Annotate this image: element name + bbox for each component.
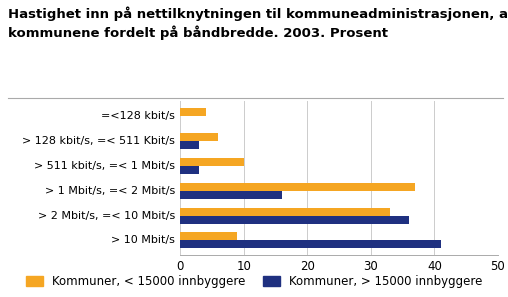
Bar	[180, 166, 199, 174]
Bar	[180, 191, 282, 199]
Bar	[180, 183, 416, 191]
Bar	[180, 241, 441, 248]
Text: Hastighet inn på nettilknytningen til kommuneadministrasjonen, andel av
kommunen: Hastighet inn på nettilknytningen til ko…	[8, 6, 508, 40]
Bar	[180, 133, 218, 141]
Bar	[180, 208, 390, 216]
Bar	[180, 158, 244, 166]
Bar	[180, 233, 238, 241]
Bar	[180, 108, 206, 116]
Bar	[180, 216, 409, 224]
Bar	[180, 141, 199, 149]
Legend: Kommuner, < 15000 innbyggere, Kommuner, > 15000 innbyggere: Kommuner, < 15000 innbyggere, Kommuner, …	[26, 275, 483, 288]
